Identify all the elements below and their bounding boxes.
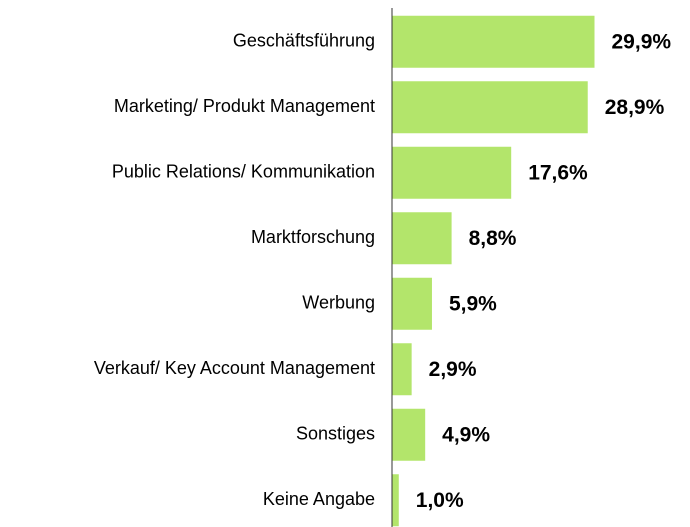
value-label: 8,8% bbox=[469, 227, 517, 250]
value-label: 1,0% bbox=[416, 489, 464, 512]
category-label: Public Relations/ Kommunikation bbox=[112, 162, 375, 182]
category-label: Werbung bbox=[302, 293, 375, 313]
bar bbox=[392, 212, 452, 265]
bar bbox=[392, 277, 432, 330]
category-label: Keine Angabe bbox=[263, 489, 375, 509]
value-label: 29,9% bbox=[612, 30, 672, 53]
value-label: 17,6% bbox=[528, 161, 588, 184]
category-label: Marktforschung bbox=[251, 227, 375, 247]
bar bbox=[392, 81, 588, 134]
category-label: Geschäftsführung bbox=[233, 31, 375, 51]
category-label: Verkauf/ Key Account Management bbox=[94, 358, 375, 378]
value-label: 4,9% bbox=[442, 423, 490, 446]
bar bbox=[392, 15, 595, 68]
bar bbox=[392, 474, 399, 527]
bar bbox=[392, 343, 412, 396]
value-label: 28,9% bbox=[605, 96, 665, 119]
bar bbox=[392, 408, 426, 461]
bar bbox=[392, 146, 512, 199]
value-label: 2,9% bbox=[429, 358, 477, 381]
category-label: Sonstiges bbox=[296, 424, 375, 444]
value-label: 5,9% bbox=[449, 292, 497, 315]
category-label: Marketing/ Produkt Management bbox=[114, 96, 375, 116]
